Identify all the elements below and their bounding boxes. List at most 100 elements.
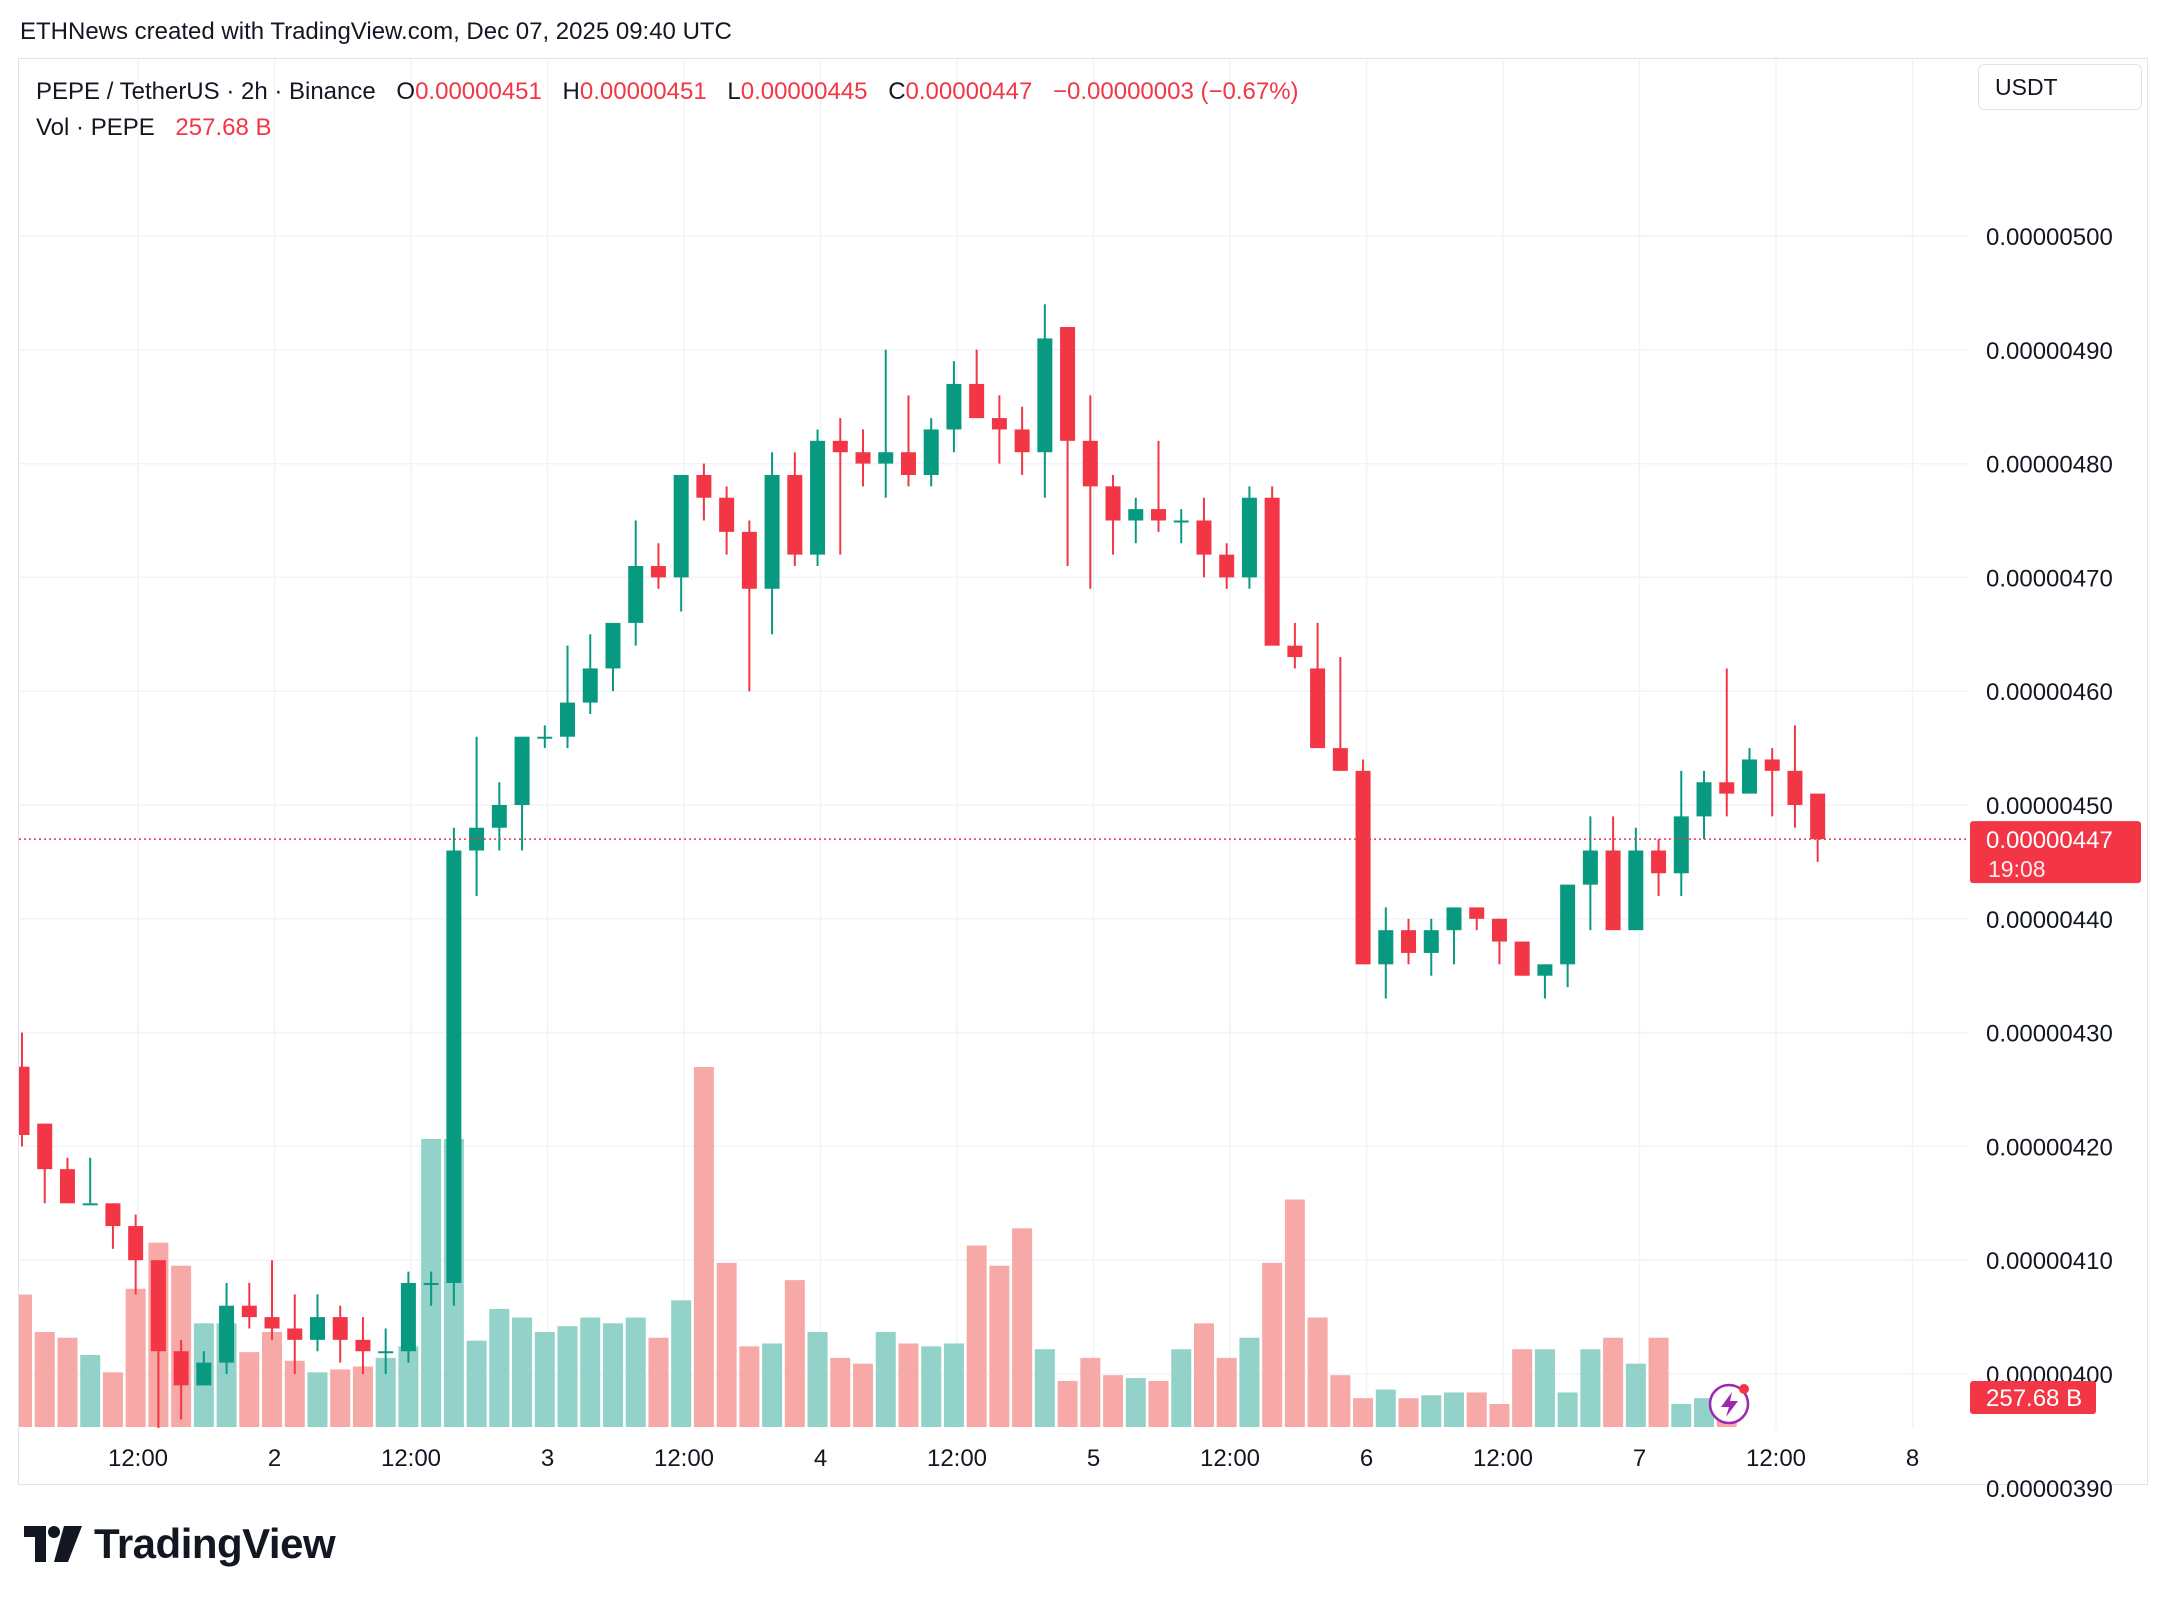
grid-lines: [19, 59, 1968, 1428]
volume-bar: [1443, 1392, 1464, 1427]
chart-credit: ETHNews created with TradingView.com, De…: [20, 18, 732, 45]
volume-bar: [512, 1317, 533, 1427]
candle-body: [309, 1317, 325, 1340]
volume-bar: [671, 1300, 692, 1427]
candle-body: [787, 474, 803, 555]
volume-bar: [352, 1366, 373, 1427]
tradingview-logo-icon: [24, 1526, 82, 1562]
volume-bar: [1193, 1323, 1214, 1427]
volume-bar: [19, 1294, 32, 1427]
volume-bar: [716, 1262, 737, 1427]
candle-body: [82, 1203, 98, 1206]
open-value: 0.00000451: [415, 78, 542, 105]
candle-body: [1219, 554, 1235, 578]
candle-body: [1151, 509, 1166, 521]
candle-body: [1651, 850, 1667, 874]
candle-body: [196, 1362, 212, 1386]
volume-bar: [34, 1331, 55, 1427]
candle-body: [378, 1351, 394, 1354]
volume-bar: [853, 1363, 874, 1427]
symbol-label[interactable]: PEPE / TetherUS · 2h · Binance: [36, 78, 376, 105]
x-tick-label: 7: [1633, 1445, 1646, 1472]
volume-bar: [284, 1360, 305, 1427]
countdown-label: 19:08: [1988, 856, 2046, 882]
x-tick-label: 12:00: [108, 1445, 168, 1472]
y-tick-label: 0.00000500: [1986, 224, 2113, 251]
volume-bar: [966, 1245, 987, 1427]
candle-body: [650, 566, 666, 578]
candle-body: [1014, 429, 1030, 453]
candle-body: [764, 474, 780, 589]
volume-bar: [57, 1337, 78, 1427]
open-label: O: [396, 78, 416, 105]
candle-body: [469, 827, 485, 851]
close-value: 0.00000447: [905, 78, 1033, 105]
volume-bar: [1057, 1380, 1078, 1427]
candle-body: [1264, 497, 1280, 646]
volume-bar: [1262, 1262, 1283, 1427]
volume-bar: [466, 1340, 487, 1427]
volume-badge-label: 257.68 B: [1986, 1385, 2082, 1412]
volume-bar: [1580, 1349, 1601, 1427]
candle-body: [673, 474, 689, 578]
candle-body: [1401, 930, 1417, 953]
x-tick-label: 12:00: [381, 1445, 441, 1472]
x-tick-label: 12:00: [927, 1445, 987, 1472]
volume-bar: [1330, 1375, 1351, 1427]
volume-bar: [330, 1369, 351, 1427]
volume-bar: [80, 1355, 101, 1427]
volume-value: 257.68 B: [175, 114, 272, 141]
x-tick-label: 5: [1087, 1445, 1100, 1472]
y-tick-label: 0.00000470: [1986, 565, 2113, 592]
candle-body: [1673, 816, 1689, 874]
candle-body: [1810, 793, 1826, 840]
y-tick-label: 0.00000490: [1986, 338, 2113, 365]
volume-bar: [307, 1372, 328, 1427]
tradingview-wordmark: TradingView: [94, 1520, 336, 1567]
volume-bar: [943, 1343, 964, 1427]
y-tick-label: 0.00000390: [1986, 1476, 2113, 1503]
x-tick-label: 8: [1906, 1445, 1919, 1472]
volume-bar: [125, 1288, 146, 1427]
change-value: −0.00000003 (−0.67%): [1053, 78, 1299, 105]
volume-bar: [1648, 1337, 1669, 1427]
x-tick-label: 2: [268, 1445, 281, 1472]
volume-row: Vol · PEPE 257.68 B: [36, 110, 1299, 146]
volume-bar: [898, 1343, 919, 1427]
volume-label: Vol · PEPE: [36, 114, 155, 141]
y-tick-label: 0.00000480: [1986, 452, 2113, 479]
volume-bar: [1489, 1403, 1510, 1427]
candle-body: [946, 383, 962, 430]
x-tick-label: 6: [1360, 1445, 1373, 1472]
volume-bar: [1171, 1349, 1192, 1427]
candle-body: [446, 850, 462, 1283]
volume-bars: [19, 1067, 1737, 1427]
candle-body: [1719, 782, 1735, 794]
volume-bar: [989, 1265, 1010, 1427]
candle-body: [1332, 748, 1348, 771]
candle-body: [1355, 770, 1371, 965]
candle-body: [1423, 930, 1439, 953]
candle-body: [1287, 645, 1303, 658]
lightning-icon[interactable]: [1708, 1383, 1750, 1425]
candle-body: [37, 1123, 53, 1170]
candle-body: [173, 1351, 189, 1386]
candle-body: [878, 452, 894, 464]
volume-bar: [1512, 1349, 1533, 1427]
currency-button[interactable]: USDT: [1978, 64, 2142, 110]
volume-bar: [693, 1067, 714, 1427]
volume-bar: [921, 1346, 942, 1427]
x-tick-label: 12:00: [1473, 1445, 1533, 1472]
volume-bar: [1080, 1357, 1101, 1427]
tradingview-logo[interactable]: TradingView: [24, 1518, 336, 1570]
volume-bar: [784, 1280, 805, 1427]
volume-bar: [1375, 1389, 1396, 1427]
high-value: 0.00000451: [579, 78, 707, 105]
volume-bar: [875, 1331, 896, 1427]
candle-body: [1582, 850, 1598, 885]
candle-body: [1241, 497, 1257, 578]
volume-bar: [1239, 1337, 1260, 1427]
volume-bar: [1353, 1398, 1374, 1427]
volume-bar: [1012, 1228, 1033, 1427]
